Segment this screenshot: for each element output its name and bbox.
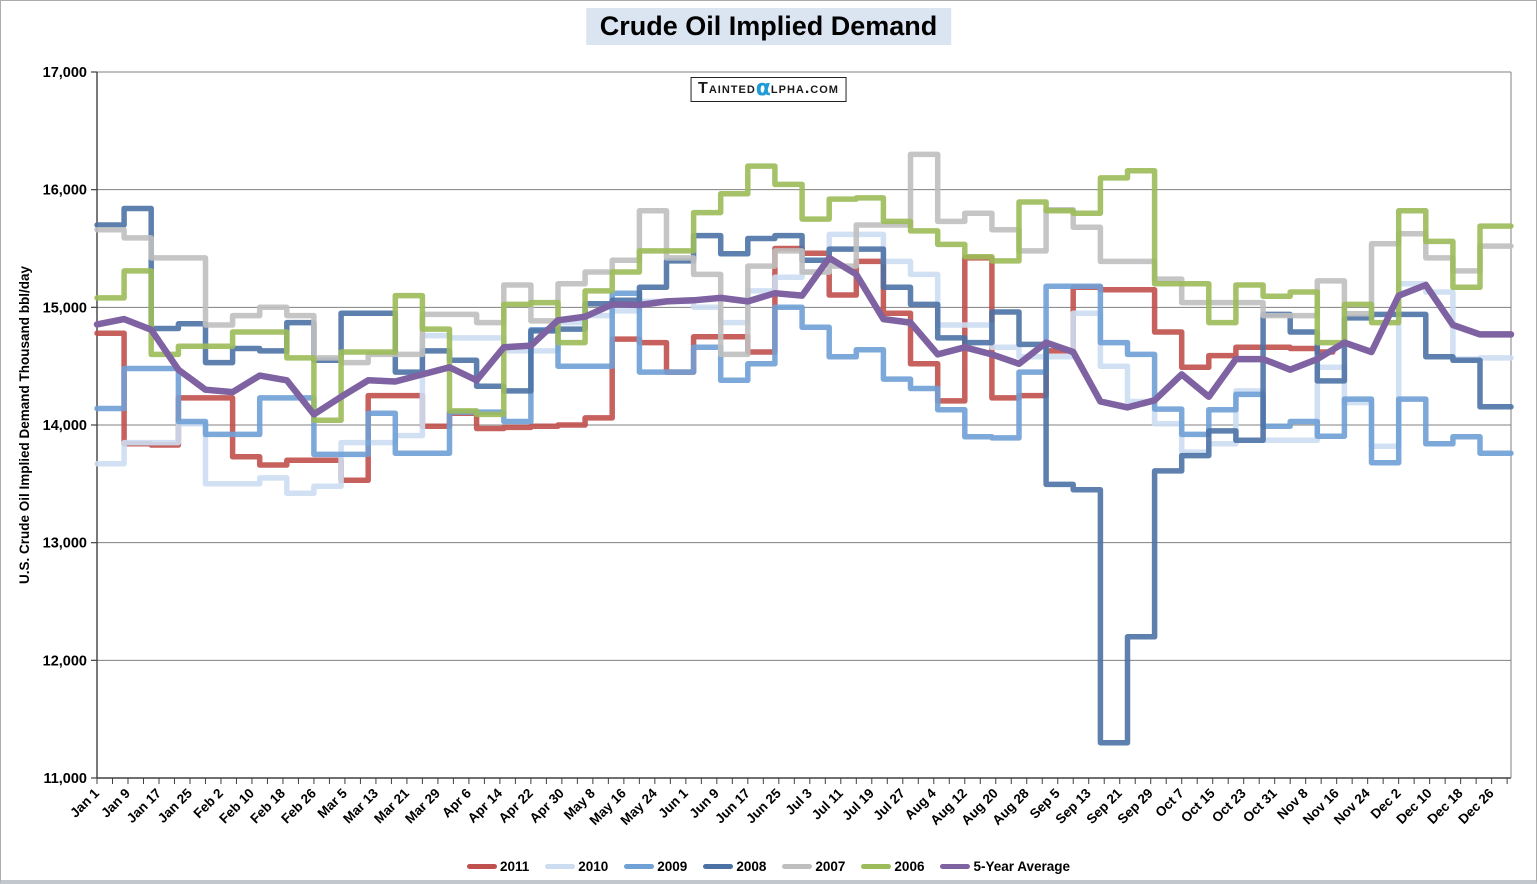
y-tick-label: 13,000: [43, 536, 87, 552]
legend-item-2010: 2010: [545, 859, 608, 874]
series-line-2006: [94, 163, 1514, 424]
legend-swatch: [545, 864, 576, 869]
y-tick-label: 14,000: [43, 418, 87, 434]
legend-swatch: [940, 864, 971, 869]
x-tick-label: Nov 24: [1331, 785, 1373, 827]
legend-label: 2011: [499, 859, 530, 874]
x-tick-label: Sep 29: [1114, 786, 1155, 827]
x-tick-label: Jul 11: [809, 785, 846, 822]
y-axis-title: U.S. Crude Oil Implied Demand Thousand b…: [17, 265, 32, 584]
watermark: Taintedαlpha.com: [690, 77, 847, 102]
legend-item-2011: 2011: [466, 859, 530, 874]
legend-swatch: [703, 864, 734, 869]
y-tick-label: 16,000: [43, 183, 87, 199]
x-tick-label: Dec 26: [1455, 785, 1497, 827]
y-tick-label: 11,000: [43, 771, 87, 787]
legend-item-2006: 2006: [861, 859, 924, 874]
legend-item-5-year-average: 5-Year Average: [940, 859, 1070, 874]
legend-swatch: [624, 864, 655, 869]
legend-item-2009: 2009: [624, 859, 687, 874]
series-line-2011: [94, 245, 1336, 484]
x-tick-label: Oct 23: [1209, 785, 1249, 825]
y-tick-label: 17,000: [43, 65, 87, 81]
legend-label: 2006: [894, 859, 925, 874]
watermark-alpha-icon: α: [755, 76, 771, 101]
y-tick-label: 15,000: [43, 300, 87, 316]
watermark-prefix: Tainted: [698, 80, 756, 97]
legend-item-2007: 2007: [782, 859, 845, 874]
x-tick-label: Oct 31: [1240, 785, 1280, 825]
legend-swatch: [861, 864, 892, 869]
legend-swatch: [466, 864, 497, 869]
legend-label: 5-Year Average: [973, 859, 1071, 874]
x-tick-label: Jul 27: [870, 786, 908, 824]
legend-item-2008: 2008: [703, 859, 766, 874]
legend-label: 2010: [578, 859, 609, 874]
legend-label: 2008: [736, 859, 767, 874]
x-tick-label: Jun 1: [655, 785, 691, 821]
watermark-suffix: lpha.com: [770, 80, 839, 97]
x-tick-label: Feb 26: [278, 785, 319, 826]
series-line-2007: [94, 151, 1514, 366]
x-tick-label: Jun 25: [743, 785, 784, 826]
chart-legend: 2011 2010 2009 2008 2007 2006 5-Year Average: [1, 859, 1536, 874]
legend-label: 2007: [815, 859, 846, 874]
x-tick-label: Mar 29: [402, 786, 443, 827]
x-tick-label: Jan 1: [67, 785, 102, 820]
x-tick-label: Jul 19: [839, 786, 877, 824]
series-line-2009: [94, 283, 1514, 466]
legend-label: 2009: [657, 859, 688, 874]
series-line-5-year-average: [93, 254, 1515, 418]
x-tick-label: Oct 15: [1178, 785, 1218, 825]
page-title: Crude Oil Implied Demand: [585, 8, 952, 45]
y-tick-label: 12,000: [43, 653, 87, 669]
x-tick-label: Jan 25: [155, 785, 196, 826]
x-tick-label: Apr 30: [527, 786, 567, 826]
legend-swatch: [782, 864, 813, 869]
